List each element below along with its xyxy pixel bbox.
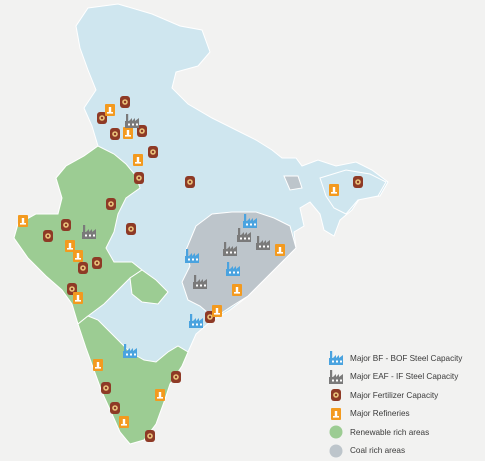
renewable-central-region <box>129 269 169 305</box>
legend-label: Major EAF - IF Steel Capacity <box>350 372 459 381</box>
legend-item-coal: Coal rich areas <box>328 442 484 460</box>
refinery-flame-icon <box>105 104 115 116</box>
fertilizer-sack-icon <box>101 382 111 394</box>
legend-item-eaf-steel: Major EAF - IF Steel Capacity <box>328 368 484 386</box>
refinery-flame-icon <box>232 284 242 296</box>
legend-item-fertilizer: Major Fertilizer Capacity <box>328 386 484 404</box>
renewable-west-region <box>13 145 143 325</box>
fertilizer-sack-icon <box>106 198 116 210</box>
fertilizer-sack-icon <box>353 176 363 188</box>
legend-label: Coal rich areas <box>350 446 406 455</box>
legend-item-bf-steel: Major BF - BOF Steel Capacity <box>328 349 484 367</box>
green-circle-icon <box>329 425 343 439</box>
grey-circle-icon <box>329 444 343 457</box>
fertilizer-sack-icon <box>120 96 130 108</box>
blue-factory-icon <box>329 351 343 365</box>
refinery-flame-icon <box>155 389 165 401</box>
refinery-flame-icon <box>18 215 28 227</box>
fertilizer-sack-icon <box>134 172 144 184</box>
legend-label: Major Fertilizer Capacity <box>350 390 439 400</box>
fertilizer-sack-icon <box>110 402 120 414</box>
fertilizer-sack-icon <box>171 371 181 383</box>
fertilizer-sack-icon <box>43 230 53 242</box>
fertilizer-sack-icon <box>145 430 155 442</box>
fertilizer-sack-icon <box>331 389 341 401</box>
refinery-flame-icon <box>119 416 129 428</box>
fertilizer-sack-icon <box>148 146 158 158</box>
map-legend: Major BF - BOF Steel Capacity Major EAF … <box>328 349 484 460</box>
legend-item-renewable: Renewable rich areas <box>328 423 484 441</box>
fertilizer-sack-icon <box>92 257 102 269</box>
legend-label: Major Refineries <box>350 409 410 418</box>
refinery-flame-icon <box>329 184 339 196</box>
fertilizer-sack-icon <box>110 128 120 140</box>
refinery-flame-icon <box>73 250 83 262</box>
renewable-south-region <box>77 315 189 445</box>
grey-factory-icon <box>329 369 343 384</box>
refinery-flame-icon <box>212 305 222 317</box>
refinery-flame-icon <box>93 359 103 371</box>
refinery-flame-icon <box>73 292 83 304</box>
fertilizer-sack-icon <box>185 176 195 188</box>
refinery-flame-icon <box>275 244 285 256</box>
refinery-flame-icon <box>123 127 133 139</box>
northeast-region <box>319 169 387 215</box>
refinery-flame-icon <box>133 154 143 166</box>
fertilizer-sack-icon <box>126 223 136 235</box>
refinery-flame-icon <box>331 407 341 420</box>
coal-northeast-region <box>283 175 303 191</box>
legend-label: Major BF - BOF Steel Capacity <box>350 353 463 363</box>
fertilizer-sack-icon <box>61 219 71 231</box>
legend-item-refineries: Major Refineries <box>328 405 484 423</box>
coal-east-region <box>181 211 297 319</box>
legend-label: Renewable rich areas <box>350 427 430 437</box>
fertilizer-sack-icon <box>78 262 88 274</box>
